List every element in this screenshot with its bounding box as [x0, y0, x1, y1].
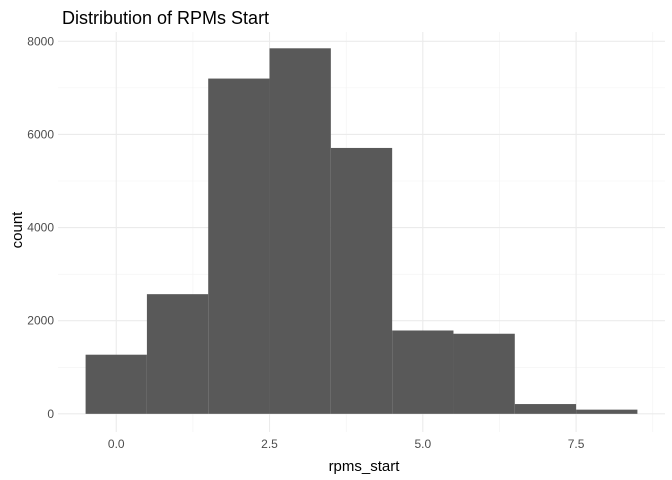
- x-tick-label: 0.0: [108, 437, 125, 451]
- histogram-bar-1: [146, 294, 209, 414]
- x-axis-title: rpms_start: [329, 458, 401, 475]
- y-axis-title: count: [9, 211, 26, 249]
- x-tick-label: 7.5: [568, 437, 585, 451]
- chart-title: Distribution of RPMs Start: [62, 8, 269, 28]
- histogram-bar-6: [453, 333, 515, 414]
- x-tick-label: 5.0: [414, 437, 431, 451]
- histogram-bar-7: [514, 404, 577, 414]
- y-tick-label: 2000: [27, 314, 54, 328]
- y-axis-ticks: 0 2000 4000 6000 8000: [27, 34, 54, 421]
- histogram-bars: [85, 48, 638, 414]
- y-tick-label: 4000: [27, 221, 54, 235]
- histogram-bar-5: [392, 330, 454, 414]
- histogram-bar-2: [208, 78, 270, 414]
- y-tick-label: 0: [47, 407, 54, 421]
- y-tick-label: 8000: [27, 34, 54, 48]
- x-tick-label: 2.5: [261, 437, 278, 451]
- histogram-bar-8: [576, 409, 638, 414]
- histogram-bar-3: [269, 48, 331, 414]
- y-tick-label: 6000: [27, 127, 54, 141]
- histogram-bar-4: [330, 147, 393, 414]
- histogram-bar-0: [85, 354, 147, 414]
- x-axis-ticks: 0.0 2.5 5.0 7.5: [108, 437, 585, 451]
